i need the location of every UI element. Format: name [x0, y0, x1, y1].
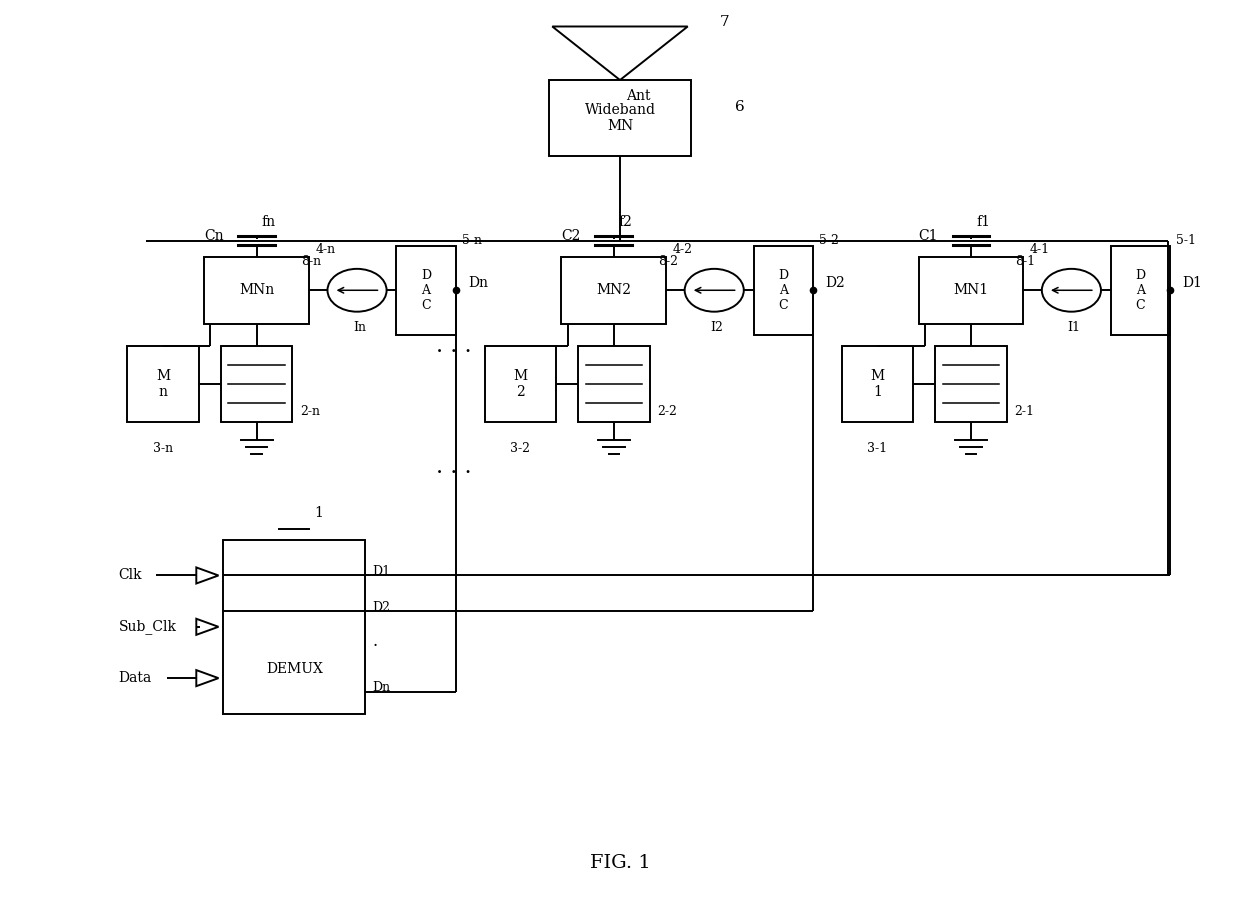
- Text: MN2: MN2: [596, 283, 631, 297]
- Bar: [485, 346, 556, 422]
- Bar: [549, 80, 691, 156]
- Bar: [128, 346, 198, 422]
- Text: 5-n: 5-n: [461, 233, 481, 247]
- Text: D1: D1: [1182, 276, 1202, 290]
- Text: D
A
C: D A C: [1136, 268, 1146, 312]
- Bar: [842, 346, 913, 422]
- Text: Cn: Cn: [203, 229, 223, 243]
- Text: FIG. 1: FIG. 1: [590, 854, 650, 872]
- Bar: [397, 246, 455, 335]
- Text: I2: I2: [711, 322, 723, 334]
- Text: · · ·: · · ·: [436, 462, 471, 484]
- Text: M
2: M 2: [513, 369, 527, 399]
- Bar: [562, 257, 666, 323]
- Text: 8-1: 8-1: [1016, 255, 1035, 268]
- Text: 2-n: 2-n: [300, 405, 320, 418]
- Text: 4-n: 4-n: [315, 243, 335, 256]
- Text: Dn: Dn: [372, 681, 391, 695]
- Bar: [754, 246, 812, 335]
- Text: D2: D2: [372, 601, 391, 614]
- Text: D2: D2: [825, 276, 844, 290]
- Bar: [935, 346, 1007, 422]
- Bar: [205, 257, 309, 323]
- Text: f1: f1: [976, 215, 990, 229]
- Text: D
A
C: D A C: [779, 268, 789, 312]
- Bar: [919, 257, 1023, 323]
- Text: 3-2: 3-2: [510, 442, 531, 455]
- Text: I1: I1: [1068, 322, 1080, 334]
- Text: ·: ·: [372, 639, 378, 655]
- Text: 1: 1: [315, 506, 324, 520]
- Text: C1: C1: [919, 229, 937, 243]
- Text: 2-1: 2-1: [1014, 405, 1034, 418]
- Text: C2: C2: [562, 229, 580, 243]
- Text: D
A
C: D A C: [420, 268, 432, 312]
- Bar: [578, 346, 650, 422]
- Text: 5-2: 5-2: [818, 233, 838, 247]
- Text: Wideband
MN: Wideband MN: [584, 103, 656, 133]
- Bar: [1111, 246, 1169, 335]
- Text: MN1: MN1: [954, 283, 988, 297]
- Text: M
1: M 1: [870, 369, 884, 399]
- Text: f2: f2: [619, 215, 632, 229]
- Bar: [221, 346, 293, 422]
- Text: · · ·: · · ·: [436, 341, 471, 363]
- Text: MNn: MNn: [239, 283, 274, 297]
- Bar: [223, 540, 365, 714]
- Text: 3-n: 3-n: [153, 442, 174, 455]
- Text: D1: D1: [372, 566, 391, 578]
- Text: Clk: Clk: [119, 569, 143, 582]
- Text: DEMUX: DEMUX: [265, 662, 322, 677]
- Text: In: In: [353, 322, 366, 334]
- Text: 7: 7: [720, 15, 729, 29]
- Text: 2-2: 2-2: [657, 405, 677, 418]
- Text: 4-2: 4-2: [672, 243, 692, 256]
- Text: fn: fn: [262, 215, 275, 229]
- Text: 8-n: 8-n: [301, 255, 321, 268]
- Text: 4-1: 4-1: [1029, 243, 1049, 256]
- Text: M
n: M n: [156, 369, 170, 399]
- Text: Ant: Ant: [626, 89, 651, 103]
- Text: 3-1: 3-1: [867, 442, 888, 455]
- Text: 8-2: 8-2: [658, 255, 678, 268]
- Text: 5-1: 5-1: [1176, 233, 1197, 247]
- Text: Dn: Dn: [467, 276, 487, 290]
- Text: 6: 6: [735, 100, 745, 114]
- Text: Data: Data: [119, 671, 153, 685]
- Text: Sub_Clk: Sub_Clk: [119, 619, 177, 634]
